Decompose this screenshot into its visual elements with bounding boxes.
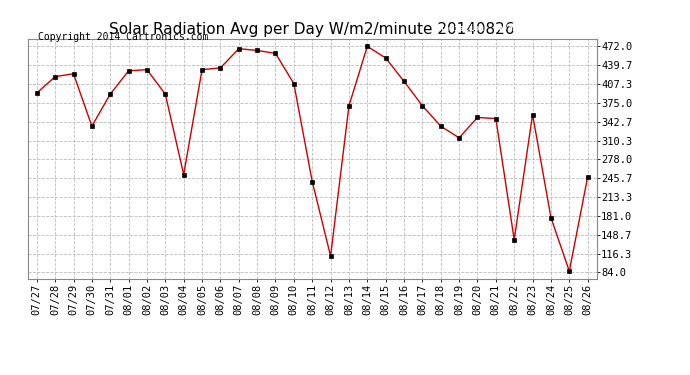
Title: Solar Radiation Avg per Day W/m2/minute 20140826: Solar Radiation Avg per Day W/m2/minute …: [110, 22, 515, 37]
Text: Copyright 2014 Cartronics.com: Copyright 2014 Cartronics.com: [38, 32, 208, 42]
Text: Radiation  (W/m2/Minute): Radiation (W/m2/Minute): [439, 24, 558, 33]
